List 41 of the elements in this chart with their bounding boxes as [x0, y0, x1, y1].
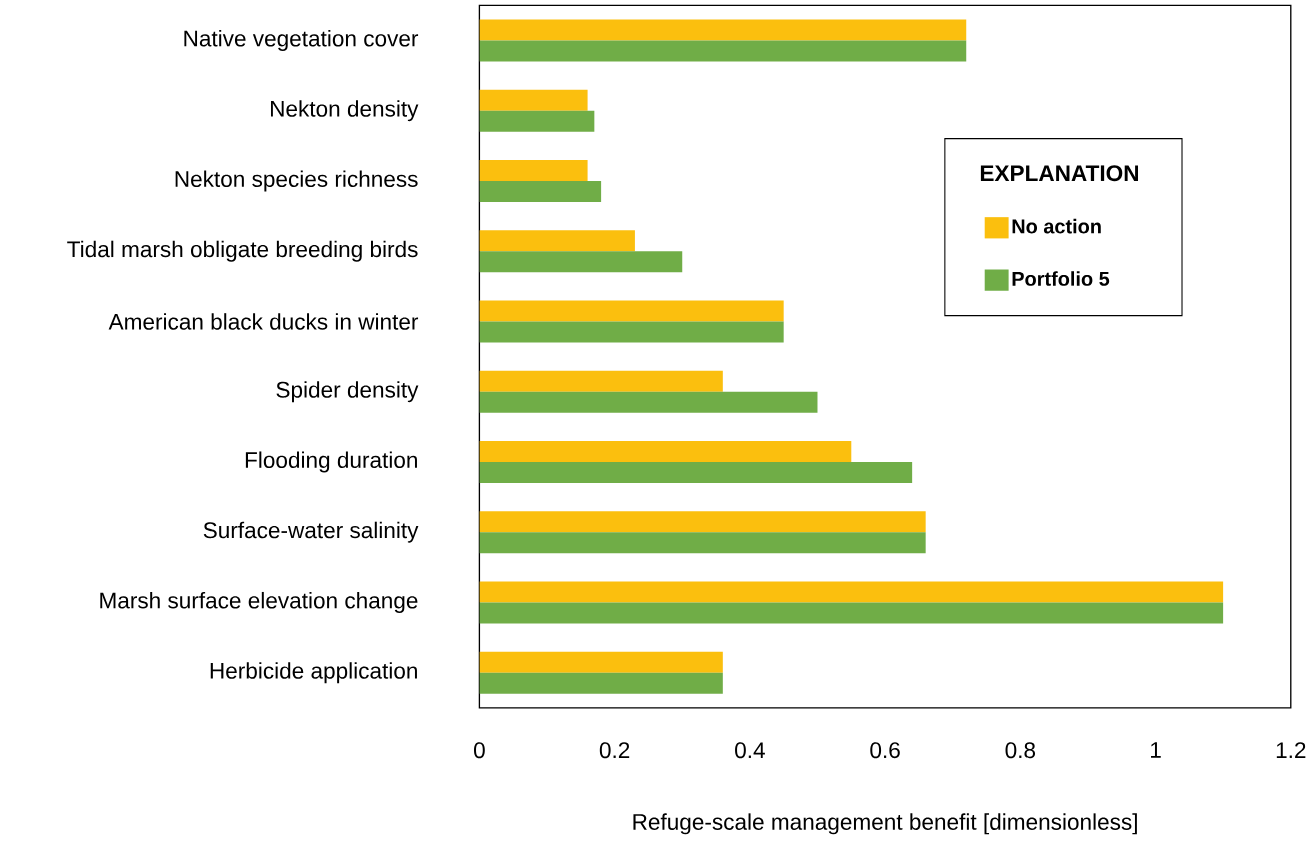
bar [479, 672, 723, 694]
y-tick-label: Surface-water salinity [203, 521, 419, 543]
bar [479, 159, 588, 182]
bar [479, 321, 784, 343]
y-tick-label: Tidal marsh obligate breeding birds [67, 240, 418, 262]
legend-label: Portfolio 5 [1012, 271, 1110, 286]
y-tick-label: Marsh surface elevation change [100, 592, 418, 614]
bar [479, 462, 913, 484]
bar [479, 230, 635, 252]
bar [479, 391, 818, 413]
bar [479, 440, 852, 463]
x-tick-label: 0 [474, 742, 485, 759]
bar [479, 40, 967, 62]
bar [479, 602, 1224, 624]
bar [479, 89, 588, 111]
y-tick-label: Nekton species richness [175, 170, 418, 192]
bar [479, 532, 926, 554]
y-tick-label: Spider density [276, 381, 419, 403]
y-tick-label: Native vegetation cover [184, 30, 419, 52]
bar [479, 370, 723, 392]
bar [479, 581, 1224, 603]
x-axis-title: Refuge-scale management benefit [dimensionless] [633, 813, 1137, 835]
x-tick-label: 1.2 [1276, 742, 1306, 759]
y-tick-label: American black ducks in winter [108, 313, 419, 330]
x-tick-label: 1 [1151, 742, 1161, 758]
bar [479, 110, 595, 132]
bar [479, 251, 683, 273]
y-tick-label: Flooding duration [245, 451, 417, 473]
x-tick-label: 0.8 [1005, 742, 1036, 759]
bar [479, 300, 784, 322]
bar [479, 651, 723, 673]
bar [479, 181, 602, 203]
x-tick-label: 0.4 [735, 742, 765, 759]
bar [479, 511, 926, 533]
bar [479, 19, 967, 41]
x-tick-label: 0.2 [599, 742, 630, 759]
y-tick-label: Herbicide application [210, 662, 417, 684]
legend-label: No action [1012, 218, 1101, 234]
x-tick-label: 0.6 [870, 742, 900, 759]
legend-title: EXPLANATION [980, 165, 1138, 182]
y-tick-label: Nekton density [271, 100, 419, 122]
